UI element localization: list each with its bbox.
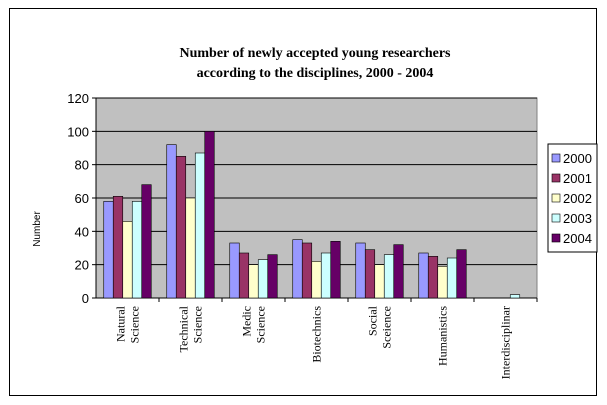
bar-2001-4 [364, 249, 376, 299]
bar-2003-0 [131, 201, 143, 299]
bar-2004-4 [393, 244, 404, 299]
bar-2004-5 [456, 249, 467, 299]
bar-2002-5 [437, 266, 448, 299]
legend-swatch-2004 [551, 233, 561, 243]
bar-2001-2 [238, 252, 250, 299]
bar-2001-1 [175, 156, 187, 299]
bar-2003-2 [257, 259, 269, 299]
chart-frame: Number of newly accepted young researche… [9, 8, 598, 396]
bar-2003-4 [383, 254, 395, 299]
legend: 2000 2001 2002 2003 2004 [547, 143, 598, 253]
bar-2002-1 [185, 197, 196, 299]
bar-2003-5 [446, 257, 458, 299]
bar-2002-2 [248, 264, 259, 299]
bar-2002-4 [374, 264, 385, 299]
legend-swatch-2003 [551, 213, 561, 223]
bar-2004-0 [141, 184, 152, 299]
bar-2003-1 [194, 152, 206, 299]
bar-2003-3 [320, 252, 332, 299]
legend-swatch-2001 [551, 173, 561, 183]
x-tick-label: Sceience [380, 306, 394, 349]
x-tick-label: Biotechnics [310, 306, 324, 363]
bar-2000-2 [229, 242, 240, 299]
bar-2001-3 [301, 242, 313, 299]
legend-label-2000: 2000 [563, 151, 592, 166]
bar-chart: Number of newly accepted young researche… [32, 46, 598, 379]
x-tick-label: Science [128, 306, 142, 343]
y-tick-label: 0 [82, 291, 89, 306]
x-tick-label: Science [254, 306, 268, 343]
bar-2004-2 [267, 254, 278, 299]
legend-swatch-2002 [551, 193, 561, 203]
y-tick-label: 80 [75, 158, 89, 173]
bar-2004-1 [204, 131, 215, 299]
bar-2003-6 [509, 294, 521, 299]
x-tick-label: Medic [240, 306, 254, 337]
y-tick-label: 40 [75, 224, 89, 239]
bar-2000-3 [292, 239, 303, 299]
legend-label-2003: 2003 [563, 211, 592, 226]
legend-label-2004: 2004 [563, 231, 592, 246]
legend-label-2001: 2001 [563, 171, 592, 186]
bar-2000-4 [355, 242, 366, 299]
x-tick-label: Humanistics [436, 306, 450, 366]
bar-2000-5 [418, 252, 429, 299]
legend-label-2002: 2002 [563, 191, 592, 206]
x-tick-label: Interdisciplinar [499, 306, 513, 379]
bar-2004-3 [330, 241, 341, 299]
bar-2001-5 [427, 256, 439, 299]
y-tick-label: 60 [75, 191, 89, 206]
y-tick-label: 100 [67, 124, 89, 139]
chart-title-line-1: Number of newly accepted young researche… [179, 46, 451, 61]
bar-2002-3 [311, 261, 322, 299]
legend-swatch-2000 [551, 153, 561, 163]
bar-2000-0 [103, 201, 114, 299]
bar-2001-0 [112, 196, 124, 299]
x-tick-label: Natural [114, 305, 128, 342]
y-tick-label: 20 [75, 258, 89, 273]
bar-2002-0 [122, 221, 133, 299]
x-tick-label: Social [366, 305, 380, 336]
y-axis-label: Number [32, 211, 43, 247]
x-tick-label: Technical [177, 305, 191, 352]
x-tick-label: Science [191, 306, 205, 343]
y-tick-label: 120 [67, 91, 89, 106]
chart-title-line-2: according to the disciplines, 2000 - 200… [197, 66, 434, 81]
bar-2000-1 [166, 144, 177, 299]
